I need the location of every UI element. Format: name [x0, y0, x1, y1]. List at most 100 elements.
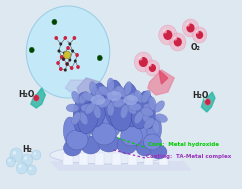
Ellipse shape [107, 78, 114, 92]
Circle shape [24, 157, 27, 160]
Text: H₂O: H₂O [192, 91, 209, 100]
Ellipse shape [79, 112, 88, 125]
Ellipse shape [121, 83, 140, 127]
Circle shape [19, 165, 22, 168]
Ellipse shape [113, 99, 125, 107]
Ellipse shape [90, 82, 97, 95]
Circle shape [6, 157, 15, 167]
Circle shape [145, 60, 160, 76]
Circle shape [76, 65, 80, 69]
Bar [0, 85, 219, 95]
Bar [0, 19, 219, 29]
Ellipse shape [110, 101, 132, 131]
Ellipse shape [81, 136, 101, 154]
Ellipse shape [107, 102, 114, 116]
Ellipse shape [123, 95, 138, 105]
Polygon shape [65, 80, 104, 108]
Ellipse shape [93, 105, 101, 119]
Ellipse shape [89, 83, 107, 127]
Ellipse shape [143, 134, 161, 150]
Polygon shape [201, 92, 215, 112]
Text: Core:  Metal hydroxide: Core: Metal hydroxide [148, 142, 219, 147]
Circle shape [62, 57, 65, 61]
Ellipse shape [134, 90, 143, 103]
Circle shape [10, 148, 23, 162]
Circle shape [32, 94, 35, 96]
Ellipse shape [155, 114, 167, 122]
Ellipse shape [81, 104, 93, 112]
Ellipse shape [151, 145, 167, 159]
Ellipse shape [104, 80, 124, 126]
Polygon shape [31, 88, 45, 108]
Ellipse shape [79, 91, 88, 104]
Bar [0, 67, 219, 76]
Ellipse shape [131, 101, 150, 129]
Ellipse shape [138, 91, 155, 129]
Bar [112, 153, 121, 165]
Circle shape [53, 66, 55, 68]
Ellipse shape [111, 86, 123, 96]
Ellipse shape [73, 92, 90, 132]
Circle shape [8, 159, 11, 162]
Circle shape [74, 59, 77, 63]
Bar [159, 153, 168, 165]
Circle shape [174, 37, 177, 41]
Ellipse shape [98, 134, 120, 152]
Polygon shape [148, 70, 174, 95]
Circle shape [33, 95, 39, 101]
Ellipse shape [63, 117, 78, 147]
Circle shape [163, 30, 172, 40]
Circle shape [34, 152, 36, 155]
Circle shape [64, 51, 71, 59]
Ellipse shape [143, 103, 156, 111]
Ellipse shape [103, 99, 122, 137]
Circle shape [16, 162, 27, 174]
Ellipse shape [124, 82, 132, 95]
Bar [0, 9, 219, 19]
Bar [95, 153, 104, 165]
Ellipse shape [107, 91, 121, 101]
Bar [0, 95, 219, 105]
Bar [0, 57, 219, 67]
Circle shape [192, 27, 207, 43]
Text: H₂O: H₂O [18, 90, 35, 99]
Bar [0, 114, 219, 123]
Circle shape [73, 36, 76, 40]
Circle shape [66, 46, 70, 50]
Text: O₂: O₂ [190, 43, 200, 52]
Ellipse shape [91, 95, 105, 105]
Ellipse shape [116, 86, 126, 97]
Bar [0, 105, 219, 114]
Ellipse shape [66, 104, 79, 112]
Circle shape [186, 23, 190, 27]
Bar [0, 180, 219, 189]
Circle shape [66, 39, 68, 41]
Circle shape [63, 36, 67, 40]
Circle shape [75, 53, 79, 57]
Ellipse shape [148, 97, 156, 110]
Ellipse shape [89, 102, 107, 138]
Circle shape [97, 55, 102, 61]
Ellipse shape [60, 157, 76, 163]
Ellipse shape [118, 102, 136, 138]
Circle shape [66, 62, 68, 66]
Circle shape [29, 47, 34, 53]
Ellipse shape [66, 130, 88, 150]
Ellipse shape [63, 140, 82, 156]
Circle shape [59, 42, 62, 46]
Bar [0, 143, 219, 152]
Circle shape [159, 25, 177, 45]
Ellipse shape [141, 108, 153, 116]
Polygon shape [159, 70, 168, 84]
Ellipse shape [152, 120, 160, 133]
Circle shape [68, 58, 71, 62]
Circle shape [58, 49, 60, 53]
Circle shape [56, 61, 60, 65]
Circle shape [75, 42, 77, 44]
Circle shape [205, 99, 211, 105]
Ellipse shape [144, 118, 154, 129]
Ellipse shape [142, 90, 151, 103]
Circle shape [163, 29, 167, 33]
Circle shape [174, 37, 182, 46]
Bar [0, 29, 219, 38]
